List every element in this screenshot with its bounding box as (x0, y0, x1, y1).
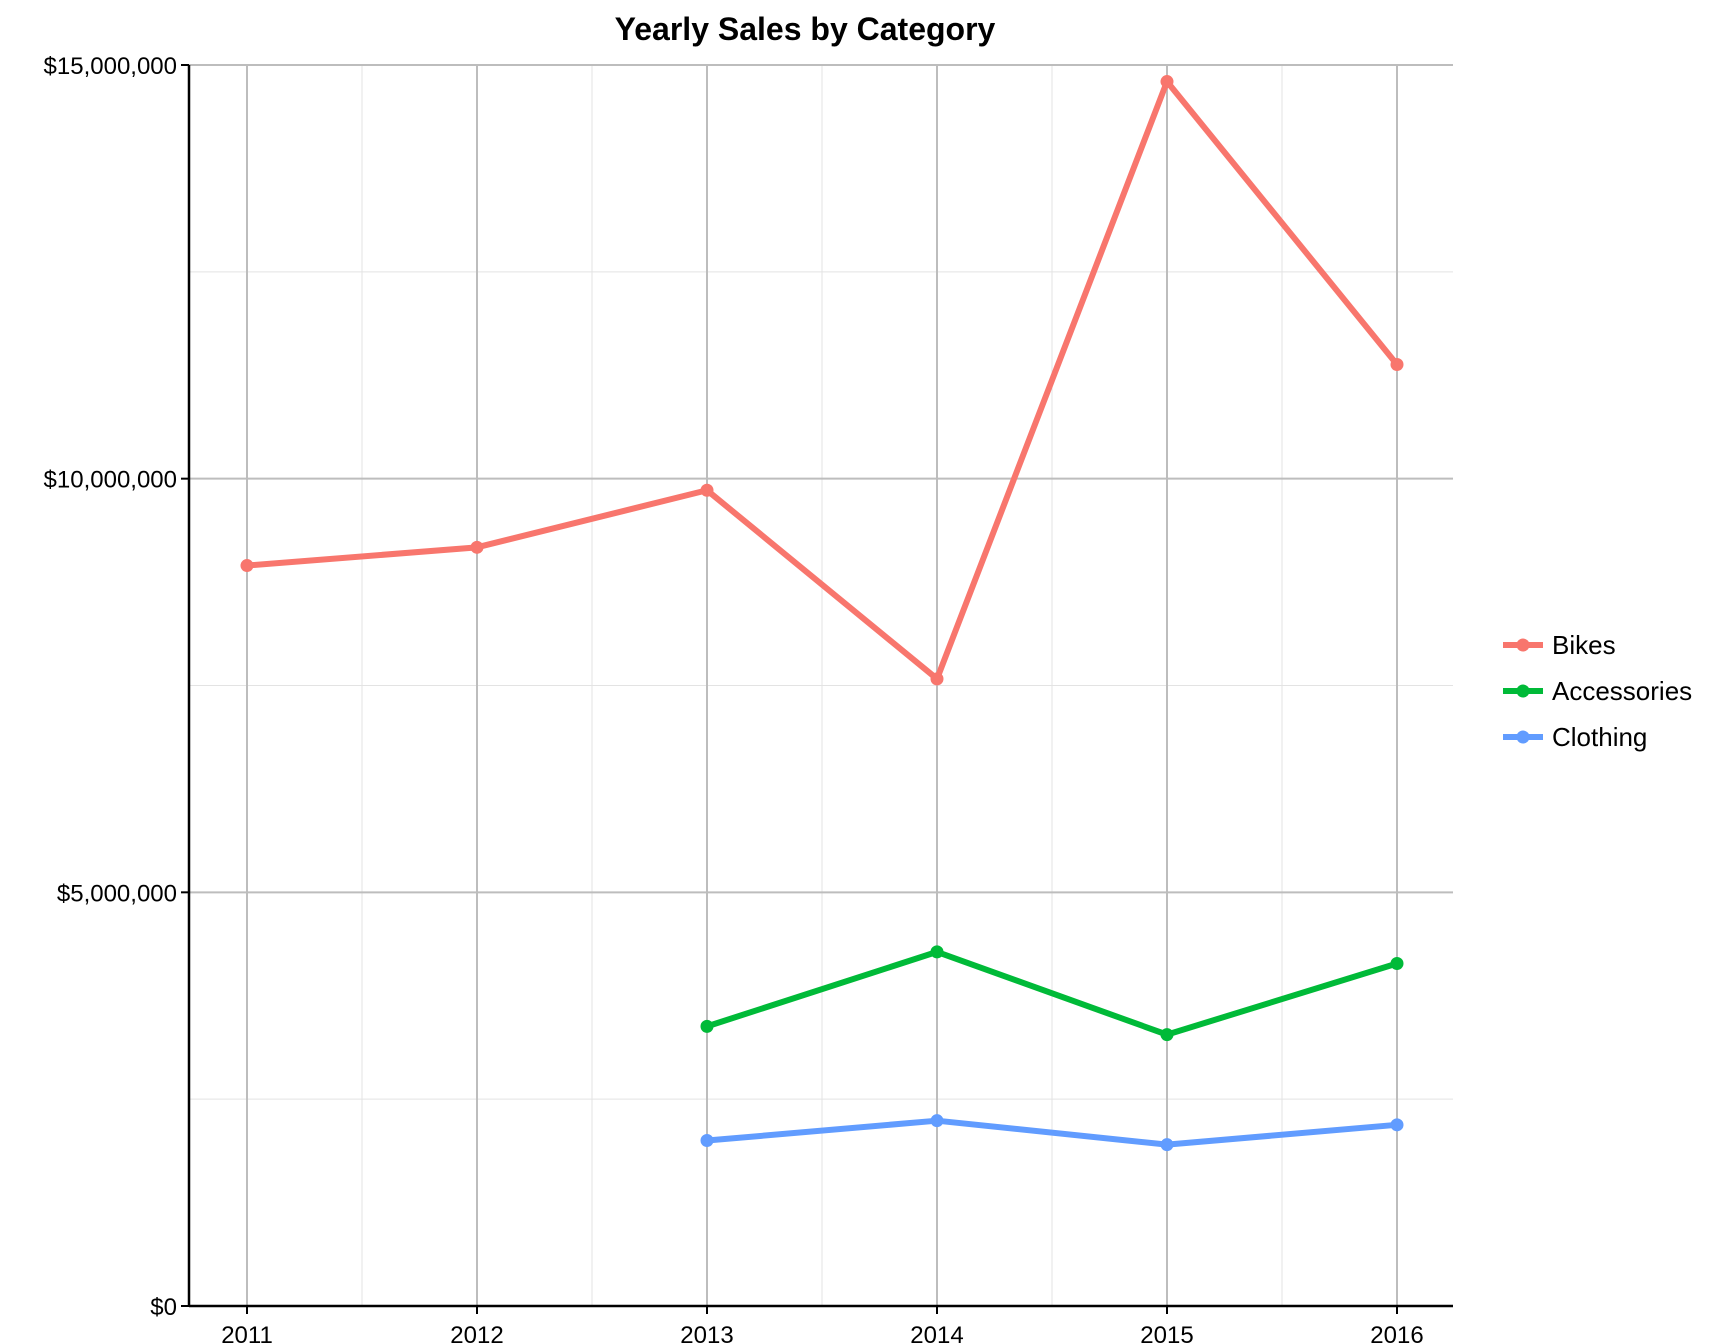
legend-label-bikes: Bikes (1552, 630, 1616, 660)
data-point-clothing (700, 1134, 714, 1148)
legend-marker-clothing (1516, 730, 1530, 744)
data-point-bikes (700, 483, 714, 497)
data-point-bikes (1390, 357, 1404, 371)
series-line-accessories (704, 948, 1400, 1038)
legend-marker-bikes (1516, 638, 1530, 652)
data-point-accessories (1160, 1028, 1174, 1042)
series-line-clothing (704, 1117, 1400, 1148)
legend-label-accessories: Accessories (1552, 676, 1692, 706)
legend-marker-accessories (1516, 684, 1530, 698)
data-point-bikes (240, 559, 254, 573)
axes: $0 $5,000,000 $10,000,000 $15,000,000 2011 20… (44, 53, 1453, 1344)
data-point-accessories (930, 945, 944, 959)
y-tick-label: $10,000,000 (44, 467, 177, 494)
y-tick-label: $0 (150, 1294, 177, 1321)
data-point-clothing (1160, 1138, 1174, 1152)
data-point-bikes (1160, 75, 1174, 89)
x-tick-label: 2012 (450, 1322, 503, 1344)
x-tick-label: 2013 (680, 1322, 733, 1344)
data-point-bikes (930, 672, 944, 686)
data-point-accessories (700, 1019, 714, 1033)
data-point-clothing (930, 1114, 944, 1128)
series-line-bikes (244, 78, 1400, 682)
data-point-bikes (470, 540, 484, 554)
x-tick-label: 2014 (910, 1322, 963, 1344)
chart-title: Yearly Sales by Category (615, 11, 996, 47)
grid (189, 64, 1453, 1307)
y-tick-label: $15,000,000 (44, 53, 177, 80)
y-tick-label: $5,000,000 (57, 880, 177, 907)
legend-label-clothing: Clothing (1552, 722, 1647, 752)
x-tick-label: 2015 (1140, 1322, 1193, 1344)
x-tick-label: 2016 (1370, 1322, 1423, 1344)
data-point-clothing (1390, 1118, 1404, 1132)
legend: Bikes Accessories Clothing (1503, 630, 1692, 752)
series (240, 75, 1404, 1152)
x-tick-label: 2011 (221, 1322, 273, 1344)
data-point-accessories (1390, 956, 1404, 970)
